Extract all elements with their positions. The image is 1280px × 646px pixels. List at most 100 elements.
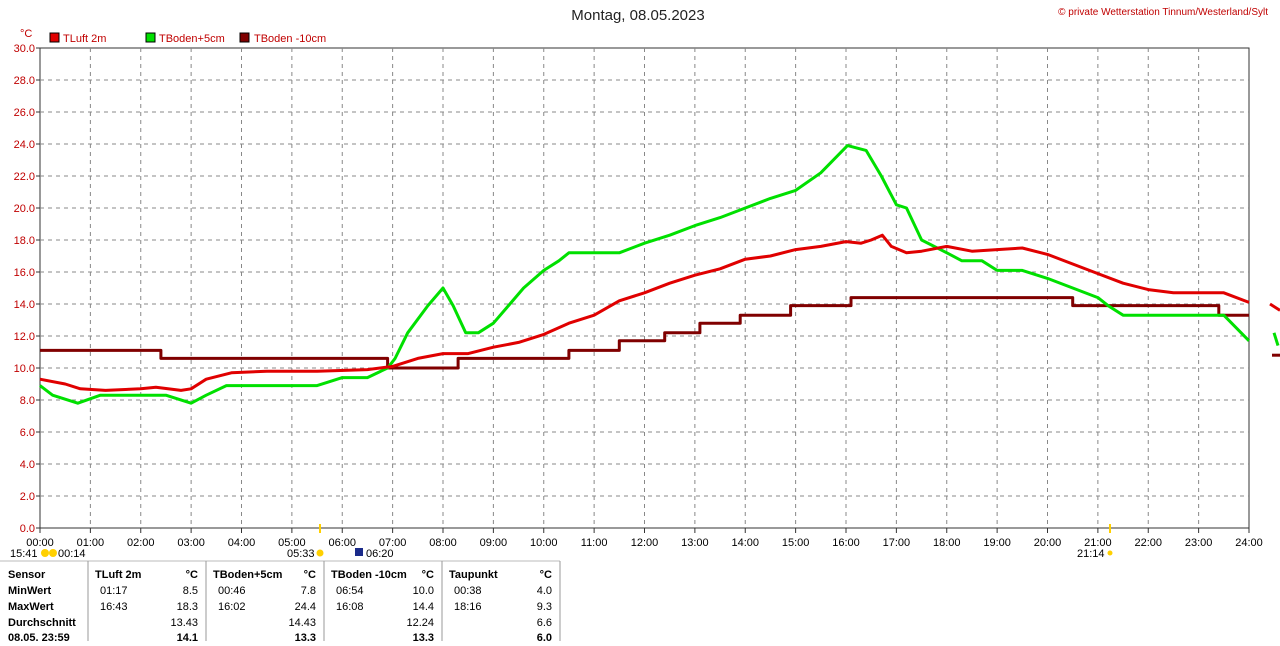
stats-cell: 24.4 xyxy=(295,601,316,613)
stats-header-sensor: Sensor xyxy=(8,569,46,581)
stats-cell: 6.0 xyxy=(537,632,552,641)
stats-header-boden10: TBoden -10cm xyxy=(331,569,407,581)
x-tick-label: 00:00 xyxy=(26,537,54,549)
stats-table: Sensor TLuft 2m °C TBoden+5cm °C TBoden … xyxy=(0,560,561,644)
series-continuation-tboden5 xyxy=(1272,332,1280,347)
y-tick-label: 4.0 xyxy=(20,459,35,471)
series-line-tluft xyxy=(39,233,1250,392)
stats-cell: 14.1 xyxy=(177,632,198,641)
x-tick-label: 14:00 xyxy=(731,537,759,549)
sunrise-time: 05:33 xyxy=(287,548,315,560)
stats-cell: 12.24 xyxy=(406,617,434,629)
moon-icon xyxy=(49,549,57,557)
sunrise-icon xyxy=(316,549,324,557)
stats-cell: 16:02 xyxy=(218,601,246,613)
stats-row-label: MaxWert xyxy=(8,601,54,613)
x-tick-label: 04:00 xyxy=(228,537,256,549)
stats-cell: 13.43 xyxy=(170,617,198,629)
stats-cell: 00:38 xyxy=(454,585,482,597)
series-lines xyxy=(39,144,1251,405)
x-tick-label: 24:00 xyxy=(1235,537,1263,549)
x-tick-label: 03:00 xyxy=(177,537,205,549)
y-tick-label: 16.0 xyxy=(14,267,35,279)
stats-cell: 14.4 xyxy=(413,601,434,613)
x-tick-label: 08:00 xyxy=(429,537,457,549)
stats-header-boden5: TBoden+5cm xyxy=(213,569,283,581)
right-edge-marks xyxy=(1269,302,1280,357)
x-axis: 00:00 01:00 02:00 03:00 04:00 05:00 06:00 07:00… xyxy=(26,528,1263,549)
x-tick-label: 10:00 xyxy=(530,537,558,549)
x-tick-label: 13:00 xyxy=(681,537,709,549)
y-tick-label: 6.0 xyxy=(20,427,35,439)
y-tick-label: 2.0 xyxy=(20,491,35,503)
stats-cell: 18.3 xyxy=(177,601,198,613)
y-tick-label: 22.0 xyxy=(14,171,35,183)
stats-cell: 01:17 xyxy=(100,585,128,597)
twilight-start-time: 15:41 xyxy=(10,548,38,560)
legend-label-boden5: TBoden+5cm xyxy=(159,33,225,45)
y-tick-label: 14.0 xyxy=(14,299,35,311)
x-tick-label: 19:00 xyxy=(983,537,1011,549)
stats-cell: 6.6 xyxy=(537,617,552,629)
stats-cell: 9.3 xyxy=(537,601,552,613)
legend-swatch-luft xyxy=(49,32,60,43)
x-tick-label: 17:00 xyxy=(883,537,911,549)
stats-header-unit: °C xyxy=(540,569,552,581)
stats-cell: 7.8 xyxy=(301,585,316,597)
x-tick-label: 16:00 xyxy=(832,537,860,549)
x-tick-label: 09:00 xyxy=(480,537,508,549)
stats-header-luft: TLuft 2m xyxy=(95,569,142,581)
stats-cell: 13.3 xyxy=(413,632,434,641)
legend: TLuft 2m TBoden+5cm TBoden -10cm xyxy=(49,32,326,45)
x-tick-label: 22:00 xyxy=(1134,537,1162,549)
y-tick-label: 10.0 xyxy=(14,363,35,375)
moonrise-icon xyxy=(355,548,363,556)
stats-cell: 14.43 xyxy=(288,617,316,629)
stats-row-label: 08.05. 23:59 xyxy=(8,632,70,641)
y-tick-label: 28.0 xyxy=(14,75,35,87)
stats-cell: 00:46 xyxy=(218,585,246,597)
stats-header-unit: °C xyxy=(304,569,316,581)
legend-label-boden10: TBoden -10cm xyxy=(254,33,326,45)
x-tick-label: 20:00 xyxy=(1034,537,1062,549)
legend-label-luft: TLuft 2m xyxy=(63,33,106,45)
y-tick-label: 18.0 xyxy=(14,235,35,247)
legend-swatch-boden10 xyxy=(239,32,250,43)
stats-row-label: MinWert xyxy=(8,585,52,597)
y-axis: 0.0 2.0 4.0 6.0 8.0 10.0 12.0 14.0 16.0 18.0 20.0 2… xyxy=(14,43,40,535)
stats-cell: 10.0 xyxy=(413,585,434,597)
sun-icon xyxy=(41,549,49,557)
x-tick-label: 02:00 xyxy=(127,537,155,549)
series-line-tboden5 xyxy=(39,144,1251,405)
legend-swatch-boden5 xyxy=(145,32,156,43)
stats-header-unit: °C xyxy=(186,569,198,581)
moonrise-time: 06:20 xyxy=(366,548,394,560)
x-tick-label: 12:00 xyxy=(631,537,659,549)
y-tick-label: 20.0 xyxy=(14,203,35,215)
series-line-tboden10 xyxy=(40,296,1249,370)
stats-row-label: Durchschnitt xyxy=(8,617,76,629)
copyright-text: © private Wetterstation Tinnum/Westerlan… xyxy=(1058,7,1268,18)
series-continuation-tluft xyxy=(1269,302,1280,312)
x-tick-label: 21:00 xyxy=(1084,537,1112,549)
stats-header-unit: °C xyxy=(422,569,434,581)
x-tick-label: 05:00 xyxy=(278,537,306,549)
stats-cell: 16:08 xyxy=(336,601,364,613)
stats-cell: 16:43 xyxy=(100,601,128,613)
y-tick-label: 26.0 xyxy=(14,107,35,119)
x-tick-label: 23:00 xyxy=(1185,537,1213,549)
y-tick-label: 0.0 xyxy=(20,523,35,535)
y-tick-label: 24.0 xyxy=(14,139,35,151)
x-tick-label: 06:00 xyxy=(328,537,356,549)
x-tick-label: 01:00 xyxy=(77,537,105,549)
y-tick-label: 12.0 xyxy=(14,331,35,343)
stats-cell: 06:54 xyxy=(336,585,364,597)
x-tick-label: 15:00 xyxy=(782,537,810,549)
page-title: Montag, 08.05.2023 xyxy=(571,7,704,24)
sunset-icon xyxy=(1107,550,1113,556)
x-tick-label: 07:00 xyxy=(379,537,407,549)
grid xyxy=(40,48,1249,528)
y-tick-label: 30.0 xyxy=(14,43,35,55)
